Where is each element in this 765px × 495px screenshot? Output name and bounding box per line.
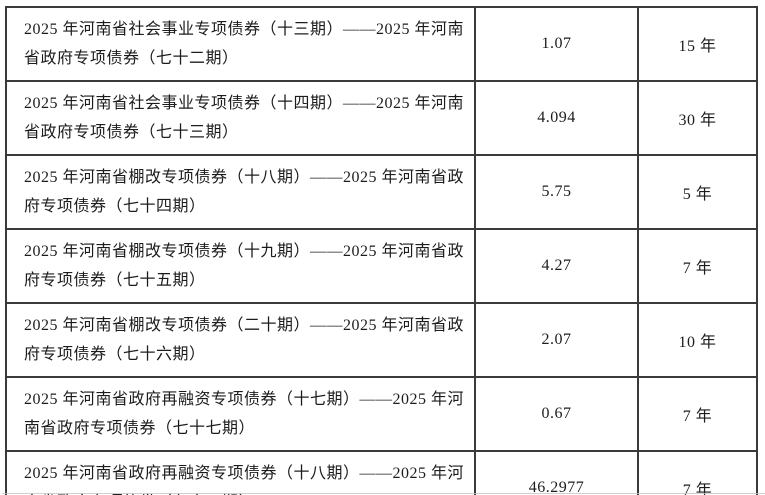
term-cell: 10 年 [637, 302, 758, 378]
table-row: 2025 年河南省棚改专项债券（十八期）——2025 年河南省政府专项债券（七十… [5, 154, 758, 230]
amount-cell: 4.27 [474, 228, 639, 304]
bond-name-cell: 2025 年河南省棚改专项债券（二十期）——2025 年河南省政府专项债券（七十… [5, 302, 476, 378]
amount-cell: 4.094 [474, 80, 639, 156]
amount-cell: 2.07 [474, 302, 639, 378]
table-row: 2025 年河南省政府再融资专项债券（十八期）——2025 年河南省政府专项债券… [5, 450, 758, 495]
table-row: 2025 年河南省棚改专项债券（十九期）——2025 年河南省政府专项债券（七十… [5, 228, 758, 304]
bond-name-cell: 2025 年河南省棚改专项债券（十九期）——2025 年河南省政府专项债券（七十… [5, 228, 476, 304]
table-row: 2025 年河南省社会事业专项债券（十四期）——2025 年河南省政府专项债券（… [5, 80, 758, 156]
amount-cell: 1.07 [474, 6, 639, 82]
amount-cell: 0.67 [474, 376, 639, 452]
term-cell: 7 年 [637, 376, 758, 452]
term-cell: 30 年 [637, 80, 758, 156]
table-row: 2025 年河南省社会事业专项债券（十三期）——2025 年河南省政府专项债券（… [5, 6, 758, 82]
bond-name-cell: 2025 年河南省政府再融资专项债券（十八期）——2025 年河南省政府专项债券… [5, 450, 476, 495]
term-cell: 7 年 [637, 450, 758, 495]
bond-name-cell: 2025 年河南省棚改专项债券（十八期）——2025 年河南省政府专项债券（七十… [5, 154, 476, 230]
amount-cell: 5.75 [474, 154, 639, 230]
scan-artifact-line [2, 493, 765, 494]
table-row: 2025 年河南省棚改专项债券（二十期）——2025 年河南省政府专项债券（七十… [5, 302, 758, 378]
bond-name-cell: 2025 年河南省政府再融资专项债券（十七期）——2025 年河南省政府专项债券… [5, 376, 476, 452]
table-row: 2025 年河南省政府再融资专项债券（十七期）——2025 年河南省政府专项债券… [5, 376, 758, 452]
bond-name-cell: 2025 年河南省社会事业专项债券（十三期）——2025 年河南省政府专项债券（… [5, 6, 476, 82]
term-cell: 5 年 [637, 154, 758, 230]
term-cell: 15 年 [637, 6, 758, 82]
term-cell: 7 年 [637, 228, 758, 304]
bond-name-cell: 2025 年河南省社会事业专项债券（十四期）——2025 年河南省政府专项债券（… [5, 80, 476, 156]
amount-cell: 46.2977 [474, 450, 639, 495]
bond-table: 2025 年河南省社会事业专项债券（十三期）——2025 年河南省政府专项债券（… [5, 6, 758, 495]
